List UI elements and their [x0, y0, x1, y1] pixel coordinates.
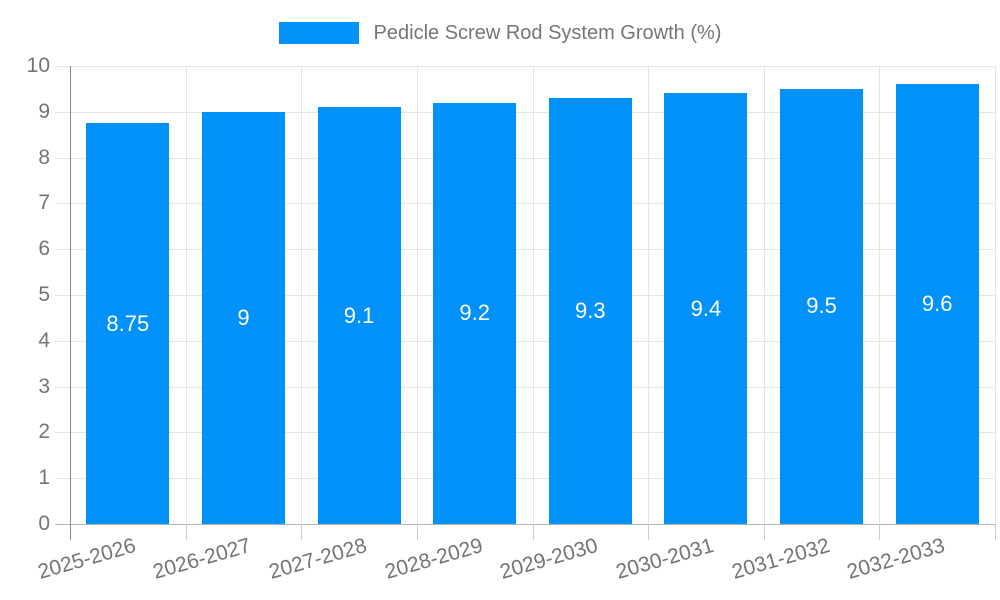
x-axis-tick: [532, 524, 534, 540]
y-axis-label: 6: [38, 237, 50, 261]
y-axis-label: 1: [38, 466, 50, 490]
x-axis-label: 2027-2028: [266, 534, 370, 584]
bar[interactable]: [780, 88, 864, 524]
bar-value-label: 9: [237, 304, 250, 330]
gridline-horizontal: [55, 432, 995, 434]
x-axis-label: 2032-2033: [844, 534, 948, 584]
x-axis-label: 2031-2032: [729, 534, 832, 584]
y-axis-line: [70, 66, 71, 540]
x-axis-label: 2026-2027: [150, 534, 254, 584]
bar[interactable]: [201, 111, 285, 524]
legend[interactable]: Pedicle Screw Rod System Growth (%): [0, 17, 1000, 49]
bar[interactable]: [317, 107, 401, 524]
x-axis-tick: [995, 524, 996, 540]
bar-value-label: 9.4: [690, 295, 722, 321]
x-axis-tick: [763, 524, 765, 540]
gridline-horizontal: [55, 66, 995, 67]
legend-label: Pedicle Screw Rod System Growth (%): [373, 21, 722, 44]
bar-value-label: 9.5: [806, 293, 837, 319]
y-axis-label: 2: [38, 420, 50, 444]
bar-value-label: 9.1: [343, 302, 375, 328]
gridline-vertical: [648, 66, 650, 524]
y-axis-label: 0: [38, 512, 50, 535]
gridline-vertical: [185, 66, 187, 524]
bar-value-label: 9.2: [459, 300, 490, 326]
bar[interactable]: [895, 84, 979, 524]
bar-value-label: 9.6: [921, 291, 953, 317]
x-axis-label: 2028-2029: [382, 534, 486, 584]
y-axis-label: 9: [38, 99, 50, 123]
y-axis-label: 7: [38, 191, 50, 215]
x-axis-line: [55, 524, 995, 525]
y-axis-label: 3: [38, 374, 50, 398]
x-axis-tick: [416, 524, 418, 540]
gridline-horizontal: [55, 203, 995, 205]
x-axis-label: 2025-2026: [35, 534, 139, 584]
x-axis-tick: [879, 524, 881, 540]
bar[interactable]: [433, 102, 517, 524]
gridline-horizontal: [55, 340, 995, 342]
bar-value-label: 9.3: [575, 298, 606, 324]
legend-swatch: [278, 22, 359, 44]
x-axis-tick: [185, 524, 187, 540]
gridline-vertical: [879, 66, 881, 524]
gridline-horizontal: [55, 478, 995, 480]
x-axis-label: 2030-2031: [613, 534, 717, 584]
gridline-vertical: [416, 66, 418, 524]
gridline-vertical: [995, 66, 996, 524]
gridline-horizontal: [55, 157, 995, 159]
gridline-horizontal: [55, 111, 995, 113]
gridline-vertical: [301, 66, 303, 524]
gridline-vertical: [763, 66, 765, 524]
x-axis-tick: [648, 524, 650, 540]
gridline-horizontal: [55, 295, 995, 296]
x-axis-tick: [301, 524, 303, 540]
y-axis-label: 5: [38, 283, 50, 306]
x-axis-label: 2029-2030: [497, 534, 601, 584]
gridline-horizontal: [55, 386, 995, 388]
y-axis-label: 8: [38, 145, 50, 169]
bar[interactable]: [548, 98, 632, 524]
gridline-horizontal: [55, 249, 995, 251]
bar[interactable]: [664, 93, 748, 524]
y-axis-label: 4: [38, 328, 50, 352]
bar-value-label: 8.75: [106, 310, 150, 336]
y-axis-label: 10: [26, 54, 50, 77]
gridline-vertical: [532, 66, 534, 524]
bar[interactable]: [86, 123, 170, 524]
